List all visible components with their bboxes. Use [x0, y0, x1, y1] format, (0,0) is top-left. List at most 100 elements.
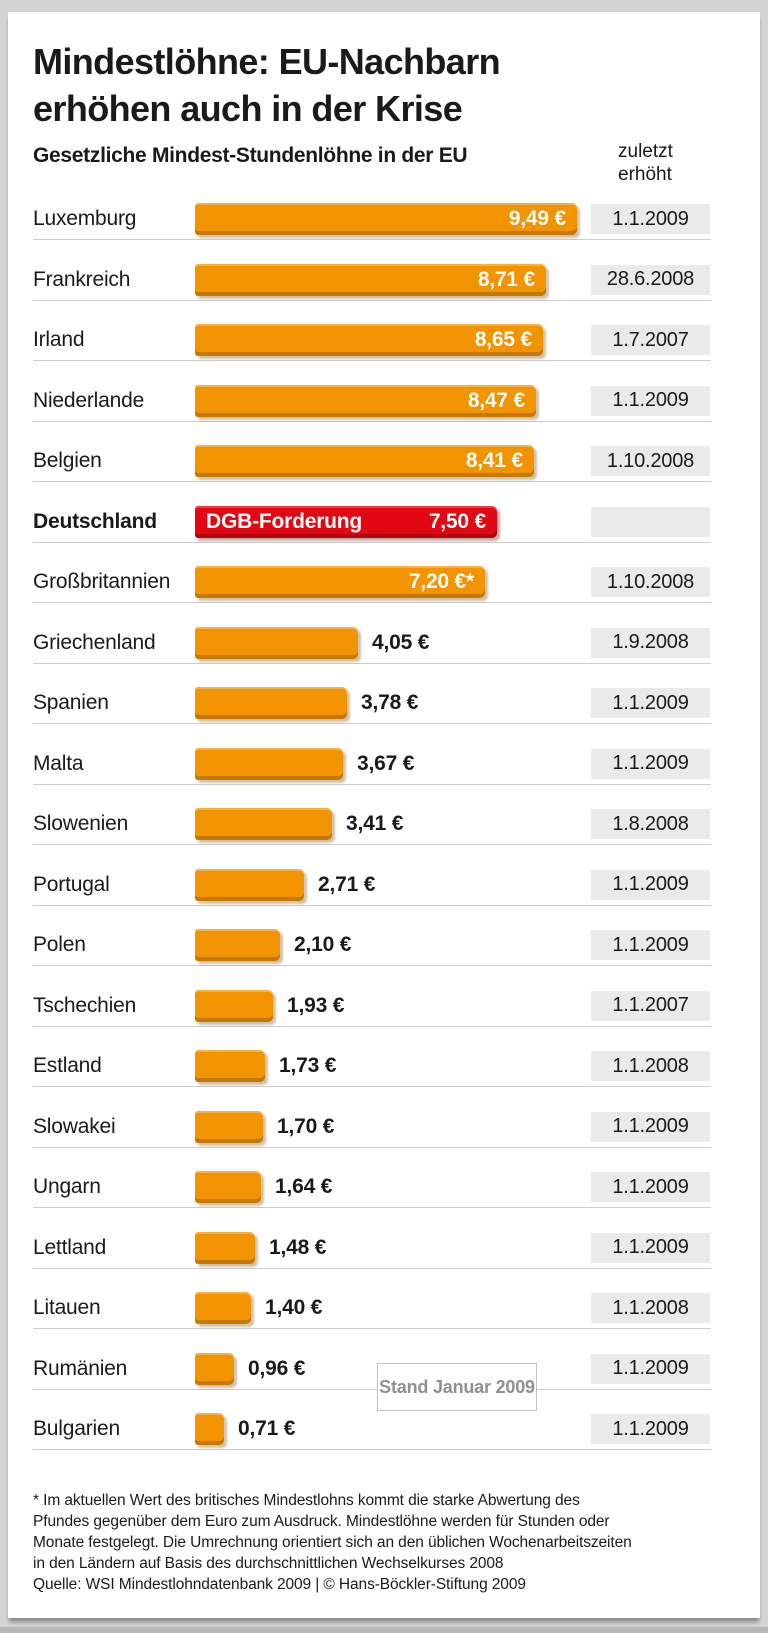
bar-zone: 3,78 € — [195, 683, 591, 723]
value-bar: 8,41 € — [195, 445, 534, 477]
value-bar — [195, 1231, 255, 1264]
bar-zone: 1,64 € — [195, 1167, 591, 1207]
date-chip: 1.1.2009 — [591, 1414, 710, 1444]
bar-zone: 3,67 € — [195, 744, 591, 784]
date-chip: 1.8.2008 — [591, 809, 710, 839]
value-label: 8,47 € — [467, 388, 525, 412]
chart-header: Gesetzliche Mindest-Stundenlöhne in der … — [33, 141, 711, 186]
table-row: Estland 1,73 € 1.1.2008 — [33, 1046, 711, 1087]
country-label: Frankreich — [33, 267, 131, 291]
infographic-card: Mindestlöhne: EU-Nachbarn erhöhen auch i… — [8, 12, 760, 1618]
country-label: Slowakei — [33, 1114, 116, 1138]
value-bar: 9,49 € — [195, 203, 577, 235]
value-label: 2,10 € — [294, 933, 352, 956]
table-row: Rumänien 0,96 € 1.1.2009 — [33, 1349, 711, 1390]
date-chip: 1.1.2009 — [591, 1232, 710, 1263]
country-label: Bulgarien — [33, 1417, 120, 1440]
value-bar — [195, 1292, 251, 1324]
date-column-header: zuletzt erhöht — [618, 141, 673, 185]
table-row: Litauen 1,40 € 1.1.2008 — [33, 1288, 711, 1329]
country-label: Ungarn — [33, 1175, 101, 1198]
value-label: 4,05 € — [372, 630, 430, 654]
country-label: Belgien — [33, 449, 102, 472]
country-label: Großbritannien — [33, 570, 171, 593]
value-label: 1,73 € — [279, 1054, 337, 1077]
value-label: 7,50 € — [428, 509, 486, 533]
table-row: Tschechien 1,93 € 1.1.2007 — [33, 986, 711, 1027]
country-label: Slowenien — [33, 812, 129, 835]
footnote: * Im aktuellen Wert des britisches Minde… — [33, 1492, 632, 1572]
bar-zone: 0,96 € — [195, 1349, 591, 1389]
value-label: 1,93 € — [287, 993, 345, 1017]
stand-stamp: Stand Januar 2009 — [377, 1363, 537, 1411]
table-row: Lettland 1,48 € 1.1.2009 — [33, 1228, 711, 1269]
bar-zone: 8,41 € — [195, 441, 591, 481]
value-label: 1,70 € — [277, 1114, 335, 1138]
source-line: Quelle: WSI Mindestlohndatenbank 2009 | … — [33, 1576, 526, 1593]
table-row: Portugal 2,71 € 1.1.2009 — [33, 865, 711, 906]
country-label: Niederlande — [33, 388, 145, 412]
bar-zone: 8,65 € — [195, 320, 591, 360]
value-bar — [195, 808, 332, 840]
country-label: Litauen — [33, 1296, 101, 1319]
value-bar — [195, 687, 347, 719]
value-label: 0,71 € — [238, 1417, 296, 1440]
table-row: Malta 3,67 € 1.1.2009 — [33, 744, 711, 785]
country-label: Lettland — [33, 1235, 107, 1259]
date-chip: 1.1.2009 — [591, 688, 710, 718]
country-label: Estland — [33, 1054, 102, 1077]
country-label: Rumänien — [33, 1356, 128, 1380]
table-row: Frankreich 8,71 € 28.6.2008 — [33, 260, 711, 301]
bar-zone: DGB-Forderung 7,50 € — [195, 502, 591, 542]
bar-chart: Stand Januar 2009 Luxemburg 9,49 € 1.1.200… — [33, 199, 711, 1450]
value-label: 0,96 € — [248, 1356, 306, 1380]
country-label: Deutschland — [33, 509, 157, 533]
table-row: Slowakei 1,70 € 1.1.2009 — [33, 1107, 711, 1148]
value-bar — [195, 1413, 224, 1445]
bar-zone: 1,48 € — [195, 1228, 591, 1268]
date-chip: 1.1.2009 — [591, 1111, 710, 1142]
table-row: Polen 2,10 € 1.1.2009 — [33, 925, 711, 966]
value-label: 3,67 € — [357, 751, 415, 775]
value-label: 8,71 € — [477, 267, 535, 291]
value-bar: 8,71 € — [195, 263, 546, 296]
country-label: Griechenland — [33, 630, 156, 654]
value-label: 9,49 € — [508, 207, 566, 230]
table-row: Spanien 3,78 € 1.1.2009 — [33, 683, 711, 724]
bar-note: DGB-Forderung — [206, 509, 363, 533]
country-label: Luxemburg — [33, 207, 137, 230]
bar-zone: 3,41 € — [195, 804, 591, 844]
bar-zone: 1,93 € — [195, 986, 591, 1026]
bar-zone: 8,47 € — [195, 381, 591, 421]
value-bar — [195, 1050, 265, 1082]
value-label: 3,78 € — [361, 691, 419, 714]
page-title: Mindestlöhne: EU-Nachbarn erhöhen auch i… — [33, 41, 501, 129]
value-bar: 8,47 € — [195, 384, 536, 417]
bar-zone: 9,49 € — [195, 199, 591, 239]
country-label: Spanien — [33, 691, 109, 714]
table-row: Griechenland 4,05 € 1.9.2008 — [33, 623, 711, 664]
chart-subtitle: Gesetzliche Mindest-Stundenlöhne in der … — [33, 144, 468, 167]
value-label: 1,40 € — [265, 1296, 323, 1319]
value-label: 1,48 € — [269, 1235, 327, 1259]
table-row: Großbritannien 7,20 €* 1.10.2008 — [33, 562, 711, 603]
value-bar: 7,20 €* — [195, 566, 485, 598]
date-chip: 1.1.2009 — [591, 748, 710, 779]
date-chip: 1.9.2008 — [591, 627, 710, 658]
table-row: Luxemburg 9,49 € 1.1.2009 — [33, 199, 711, 240]
country-label: Polen — [33, 933, 86, 956]
bar-zone: 4,05 € — [195, 623, 591, 663]
date-chip: 1.1.2008 — [591, 1293, 710, 1323]
bar-zone: 8,71 € — [195, 260, 591, 300]
bar-zone: 1,40 € — [195, 1288, 591, 1328]
bar-zone: 0,71 € — [195, 1409, 591, 1449]
country-label: Portugal — [33, 872, 110, 896]
bar-zone: 2,10 € — [195, 925, 591, 965]
date-chip: 1.1.2009 — [591, 1353, 710, 1384]
bar-zone: 2,71 € — [195, 865, 591, 905]
date-chip: 1.1.2009 — [591, 385, 710, 416]
value-bar — [195, 626, 358, 659]
value-bar — [195, 868, 304, 901]
table-row: Bulgarien 0,71 € 1.1.2009 — [33, 1409, 711, 1450]
